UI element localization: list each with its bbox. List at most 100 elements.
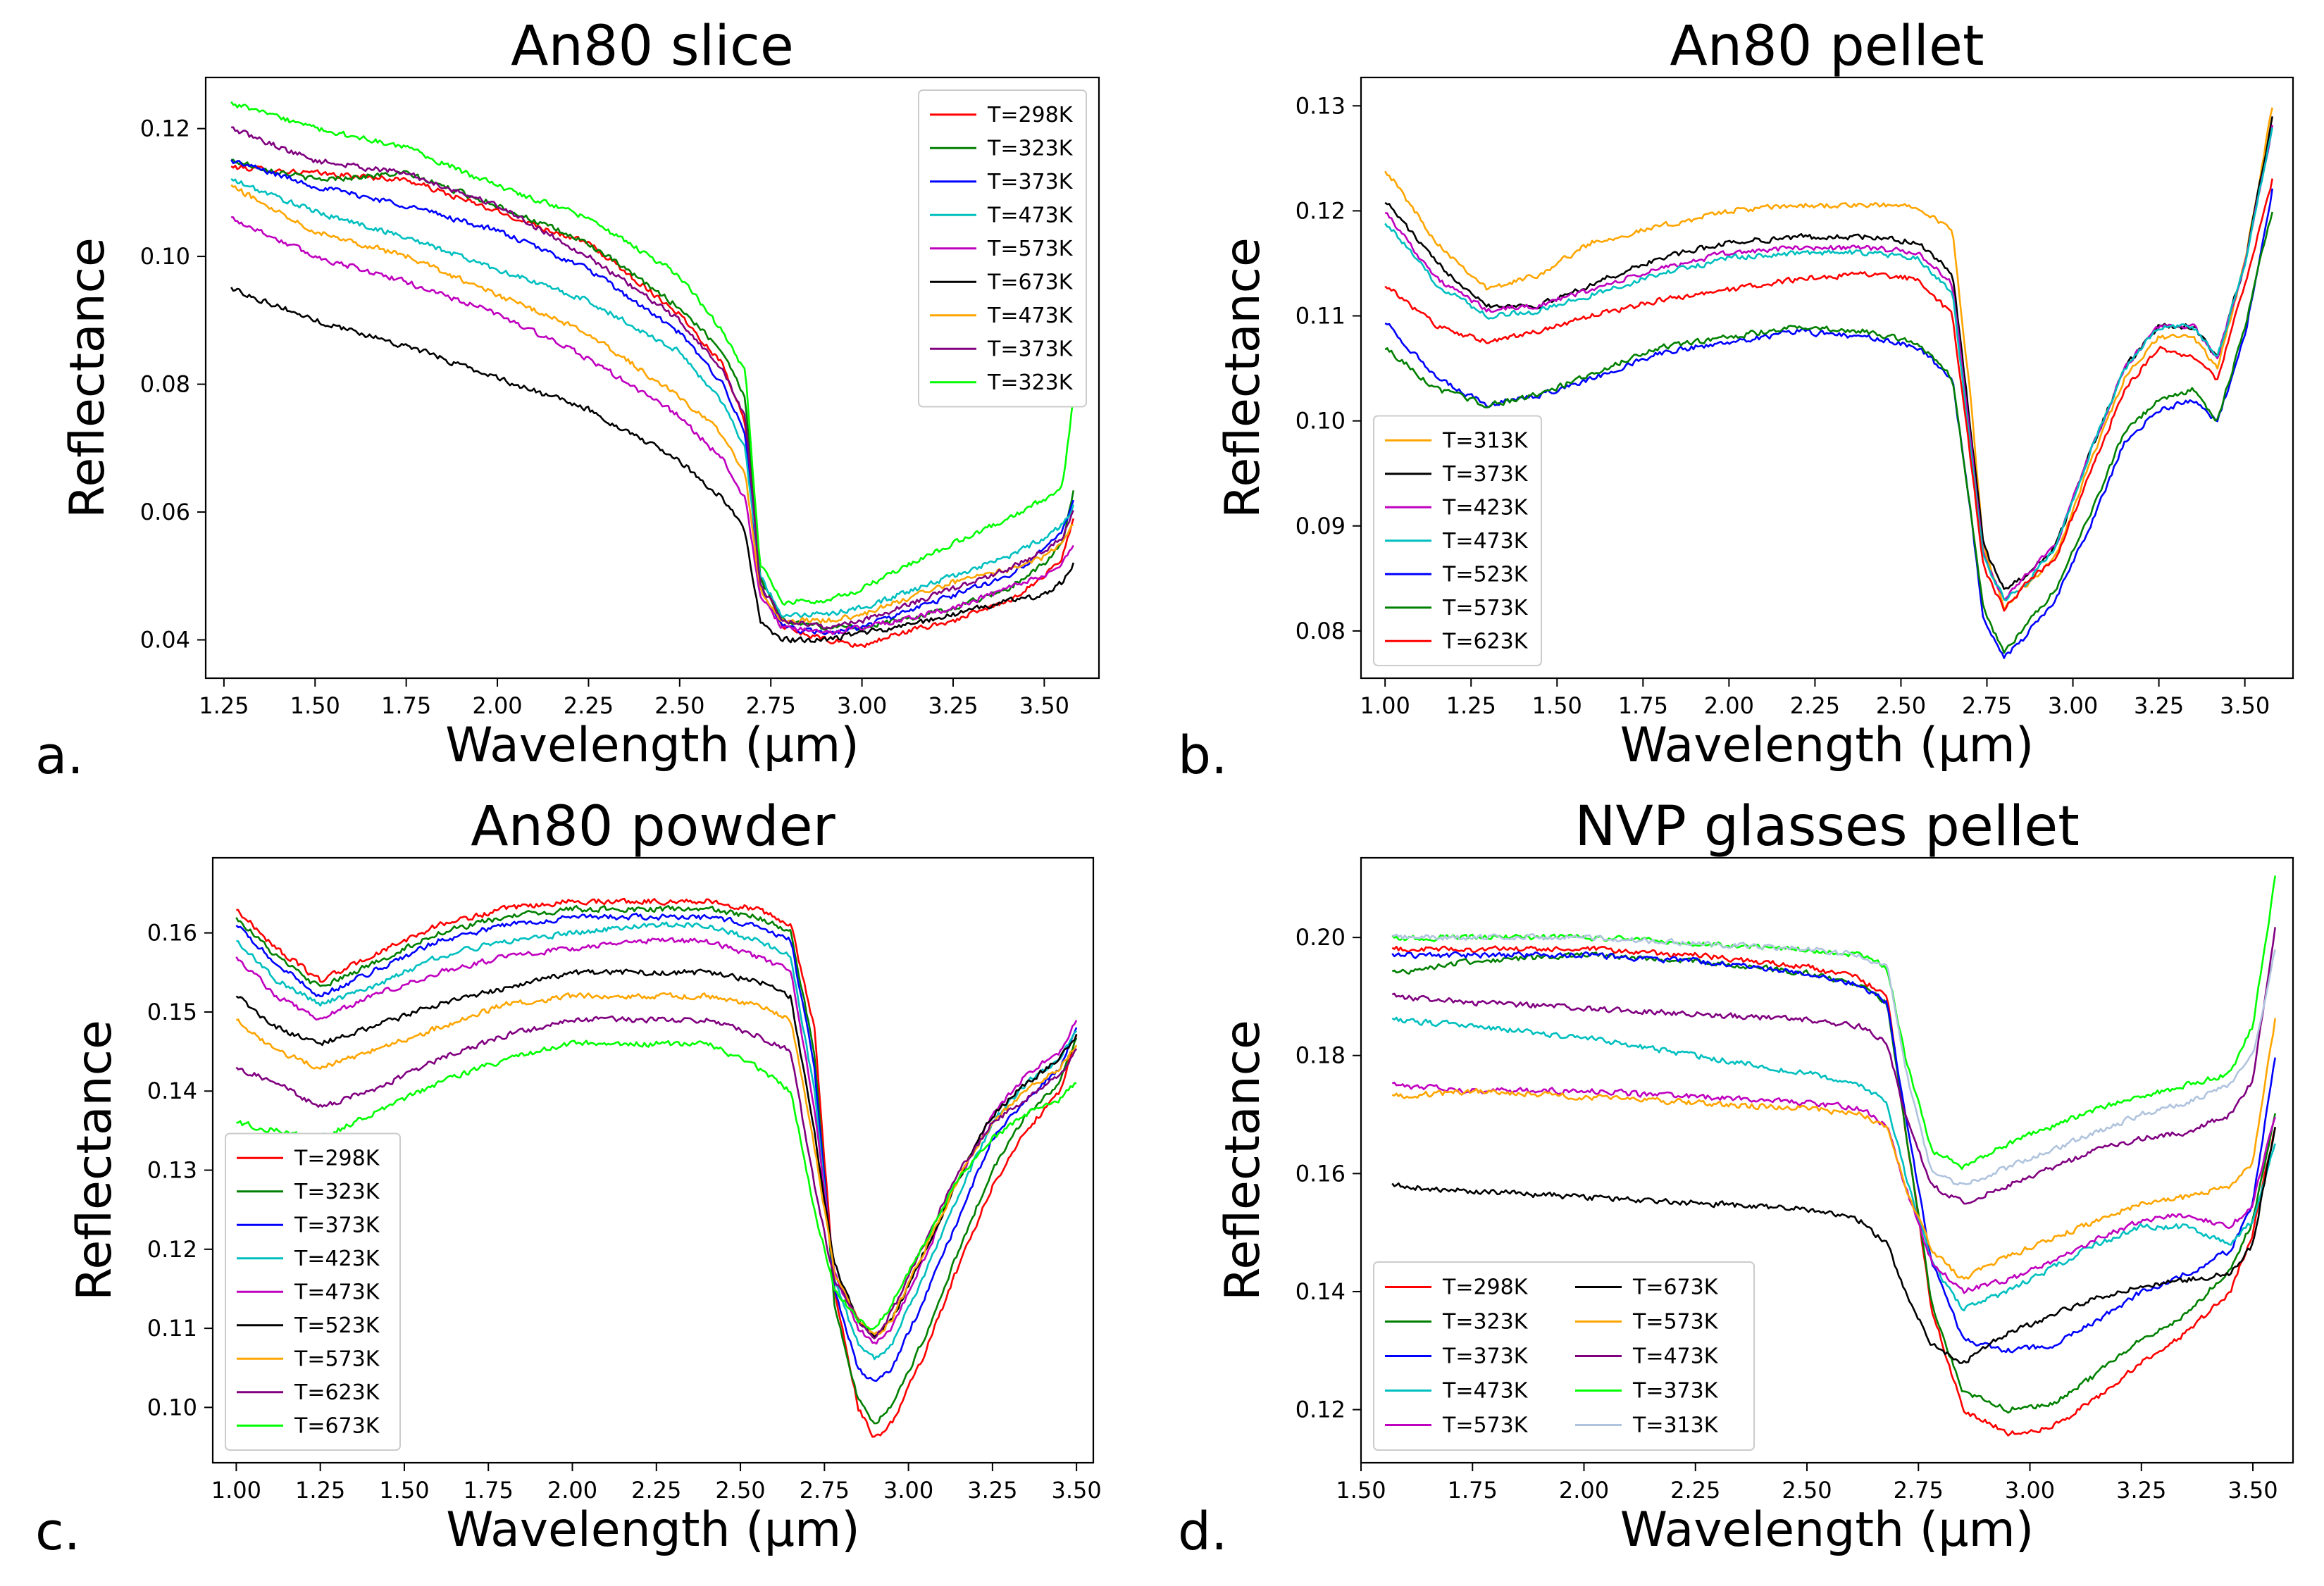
legend-entry: T=373K [1632,1379,1719,1404]
series-line-t-623k [1384,178,2273,612]
x-tick-label: 3.25 [2116,1477,2166,1504]
series-group [235,897,1078,1438]
x-tick-label: 2.25 [1790,692,1840,719]
legend-entry: T=373K [987,170,1074,194]
series-line-t-473k [1391,927,2276,1205]
y-tick-label: 0.06 [140,499,190,525]
y-tick-label: 0.08 [140,371,190,398]
y-tick-label: 0.12 [1295,1397,1346,1423]
x-tick-label: 1.75 [464,1477,514,1504]
plot-frame [1360,76,2294,680]
legend-entry: T=473K [1442,1379,1529,1404]
legend-entry: T=423K [1442,495,1529,520]
chart-title: An80 pellet [1670,15,1984,78]
plot-frame [204,76,1100,680]
x-tick-label: 3.25 [2134,692,2184,719]
series-line-t-313k [1391,933,2276,1186]
x-tick-label: 2.00 [547,1477,597,1504]
legend-entry: T=573K [987,237,1074,261]
legend-entry: T=473K [1632,1344,1719,1369]
series-line-t-573k [1384,211,2273,654]
y-tick-label: 0.18 [1295,1042,1346,1069]
y-tick-label: 0.12 [140,115,190,142]
series-line-t-298k [1391,945,2276,1437]
legend-entry: T=373K [1442,462,1529,487]
x-tick-label: 1.25 [295,1477,345,1504]
x-tick-label: 3.50 [2227,1477,2278,1504]
y-tick-label: 0.14 [147,1078,197,1104]
x-tick-label: 1.50 [290,692,340,719]
y-axis-label: Reflectance [67,1020,123,1301]
series-line-t-373k [231,126,1074,630]
legend-entry: T=323K [987,370,1074,395]
series-line-t-423k [1385,125,2273,601]
panel-letter: c. [35,1501,80,1562]
legend-entry: T=473K [987,203,1074,227]
y-axis-label: Reflectance [1215,1020,1271,1301]
panel-letter: d. [1178,1501,1228,1562]
legend-entry: T=523K [1442,562,1529,587]
y-tick-label: 0.12 [1295,197,1346,224]
y-tick-label: 0.09 [1295,513,1346,539]
legend-entry: T=573K [294,1347,380,1371]
legend-entry: T=323K [1442,1310,1529,1335]
legend-box [225,1132,401,1451]
legend-entry: T=623K [1442,629,1529,654]
series-line-t-673k [1391,1126,2276,1364]
x-tick-label: 2.50 [715,1477,765,1504]
legend-entry: T=473K [987,304,1074,328]
x-tick-label: 2.75 [1962,692,2012,719]
y-tick-label: 0.10 [140,243,190,270]
legend-entry: T=423K [294,1247,380,1271]
x-tick-label: 2.25 [631,1477,681,1504]
y-tick-label: 0.08 [1295,618,1346,644]
legend-entry: T=673K [294,1413,380,1438]
series-line-t-473k [230,177,1075,618]
series-line-t-313k [1384,107,2273,611]
series-line-t-373k [1391,951,2276,1354]
legend-entry: T=573K [1442,1413,1529,1438]
x-axis-label: Wavelength (μm) [445,718,859,773]
y-tick-label: 0.04 [140,627,190,654]
x-tick-label: 1.50 [1532,692,1582,719]
legend-entry: T=473K [1442,529,1529,554]
legend-entry: T=373K [987,337,1074,361]
x-tick-label: 1.50 [379,1477,429,1504]
series-line-t-323k [230,101,1075,606]
x-tick-label: 1.50 [1336,1477,1386,1504]
chart-title: An80 powder [471,795,835,858]
x-tick-label: 1.00 [1360,692,1410,719]
x-axis-label: Wavelength (μm) [1620,1502,2034,1558]
legend-box [1373,1261,1755,1451]
legend: T=313K T=373K T=423K T=473K T=523K T=573K T=62… [1373,415,1542,666]
x-tick-label: 3.00 [2005,1477,2055,1504]
legend-entry: T=523K [294,1313,380,1338]
series-line-t-373k [235,913,1078,1382]
series-line-t-473k [1384,127,2273,601]
y-tick-label: 0.10 [147,1394,197,1420]
x-tick-label: 2.75 [746,692,796,719]
series-group [230,101,1075,649]
y-tick-label: 0.12 [147,1236,197,1263]
panel-letter: a. [35,725,84,786]
x-tick-label: 1.25 [1446,692,1496,719]
legend-entry: T=373K [1442,1344,1529,1369]
legend-entry: T=673K [1632,1275,1719,1300]
x-tick-label: 3.00 [2048,692,2098,719]
series-group [1391,875,2276,1437]
x-tick-label: 3.50 [2220,692,2270,719]
x-tick-label: 2.75 [800,1477,850,1504]
series-line-t-298k [236,897,1078,1438]
x-tick-label: 1.75 [1618,692,1668,719]
series-line-t-523k [235,968,1078,1338]
legend-entry: T=313K [1632,1413,1719,1438]
x-tick-label: 2.00 [472,692,522,719]
x-tick-label: 2.50 [1876,692,1926,719]
x-tick-label: 2.00 [1704,692,1754,719]
legend-entry: T=323K [294,1180,380,1204]
legend-entry: T=623K [294,1380,380,1405]
x-tick-label: 1.00 [211,1477,261,1504]
plot-frame [211,856,1095,1464]
chart-title: NVP glasses pellet [1574,795,2080,858]
legend-entry: T=573K [1442,596,1529,620]
